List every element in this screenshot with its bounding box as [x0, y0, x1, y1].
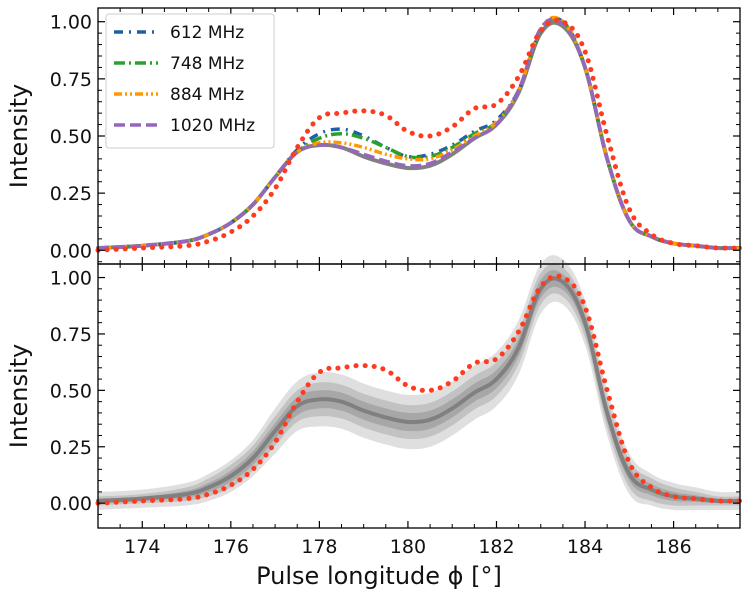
bottom-xtick-label: 186: [655, 536, 691, 558]
bottom-axis-ticks: 0.00 0.25 0.50 0.75 1.00 174 176 178 180 182 184 18…: [50, 264, 741, 558]
bottom-band-1: [98, 263, 740, 506]
bottom-xtick-label: 184: [567, 536, 603, 558]
top-y-axis-label: Intensity: [5, 84, 33, 188]
legend-label: 1020 MHz: [170, 116, 255, 136]
x-axis-label: Pulse longitude ϕ [°]: [256, 562, 502, 590]
legend-label: 884 MHz: [170, 85, 244, 105]
top-ytick-label: 1.00: [50, 12, 92, 34]
bottom-panel: 0.00 0.25 0.50 0.75 1.00 174 176 178 180 182 184 18…: [5, 255, 743, 590]
bottom-band-2: [98, 270, 740, 504]
top-panel: 0.00 0.25 0.50 0.75 1.00 Intensity 612 MHz 74…: [5, 7, 743, 265]
top-ytick-label: 0.00: [50, 240, 92, 262]
bottom-ytick-label: 0.00: [50, 493, 92, 515]
top-axis-ticks: 0.00 0.25 0.50 0.75 1.00: [50, 8, 741, 264]
legend-label: 612 MHz: [170, 23, 244, 43]
legend-box: [105, 13, 275, 149]
top-series-lines: [95, 15, 743, 253]
top-series-line-5: [95, 17, 743, 253]
top-ytick-label: 0.25: [50, 183, 92, 205]
bottom-series-line-0: [96, 276, 742, 504]
legend: 612 MHz 748 MHz 884 MHz 1020 MHz: [105, 13, 275, 149]
legend-label: 748 MHz: [170, 54, 244, 74]
bottom-ytick-label: 0.75: [50, 324, 92, 346]
bottom-axes-frame: [97, 263, 741, 529]
bottom-xtick-label: 174: [124, 536, 160, 558]
bottom-y-axis-label: Intensity: [5, 344, 33, 448]
bottom-xtick-label: 178: [301, 536, 337, 558]
bottom-xtick-label: 180: [390, 536, 426, 558]
bottom-xtick-label: 182: [478, 536, 514, 558]
top-series-line-3: [97, 17, 741, 250]
bottom-ytick-label: 0.50: [50, 380, 92, 402]
bottom-ytick-label: 0.25: [50, 437, 92, 459]
bottom-ytick-label: 1.00: [50, 268, 92, 290]
top-ytick-label: 0.75: [50, 69, 92, 91]
bottom-xtick-label: 176: [213, 536, 249, 558]
top-ytick-label: 0.50: [50, 126, 92, 148]
bottom-confidence-bands: [98, 255, 740, 511]
bottom-band-0: [98, 255, 740, 511]
bottom-series-lines: [95, 273, 743, 506]
